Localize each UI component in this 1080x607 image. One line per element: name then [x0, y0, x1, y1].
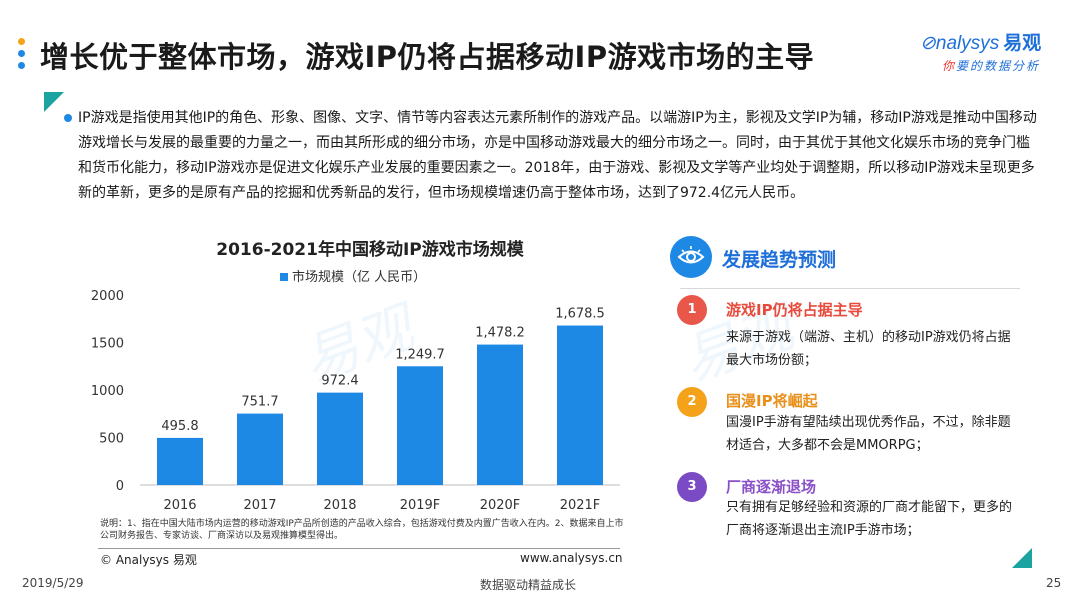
chart-bar [477, 344, 523, 485]
y-tick-label: 1500 [91, 337, 124, 352]
trend-body-1: 来源于游戏（端游、主机）的移动IP游戏仍将占据最大市场份额； [726, 330, 1011, 368]
legend-label: 市场规模（亿 人民币） [292, 270, 427, 285]
page-title: 增长优于整体市场，游戏IP仍将占据移动IP游戏市场的主导 [40, 40, 815, 74]
website-link[interactable]: www.analysys.cn [520, 551, 623, 565]
bar-value-label: 1,678.5 [555, 307, 605, 322]
bar-value-label: 1,249.7 [395, 347, 445, 362]
trend-number-2: 2 [677, 387, 707, 417]
page-number: 25 [1046, 576, 1062, 590]
chart-bar [317, 392, 363, 485]
x-tick-label: 2018 [323, 498, 356, 513]
logo-a-icon: ⊘ [920, 33, 936, 54]
eye-icon [670, 236, 712, 278]
bullet-icon [64, 114, 72, 122]
trend-body-3: 只有拥有足够经验和资源的厂商才能留下，更多的厂商将逐渐退出主流IP手游市场； [726, 500, 1013, 538]
chart-note: 说明：1、指在中国大陆市场内运营的移动游戏IP产品所创造的产品收入综合，包括游戏… [100, 519, 624, 541]
trend-body-2: 国漫IP手游有望陆续出现优秀作品，不过，除非题材适合，大多都不会是MMORPG； [726, 415, 1011, 453]
divider [680, 288, 1020, 289]
x-tick-label: 2019F [400, 498, 441, 513]
y-tick-label: 1000 [91, 384, 124, 399]
trend-head-2: 国漫IP将崛起 [726, 392, 818, 410]
trend-title: 发展趋势预测 [722, 249, 837, 271]
x-tick-label: 2020F [480, 498, 521, 513]
divider [98, 548, 620, 549]
logo-sub: 要的数据分析 [956, 59, 1041, 73]
bar-value-label: 972.4 [321, 374, 358, 389]
chart-bar [157, 437, 203, 485]
footer-date: 2019/5/29 [22, 576, 84, 590]
y-tick-label: 0 [116, 479, 124, 494]
footer-slogan: 数据驱动精益成长 [480, 578, 577, 592]
trend-number-3: 3 [677, 472, 707, 502]
intro-text: IP游戏是指使用其他IP的角色、形象、图像、文字、情节等内容表达元素所制作的游戏… [78, 110, 1037, 201]
trend-head-3: 厂商逐渐退场 [726, 478, 817, 496]
chart-title: 2016-2021年中国移动IP游戏市场规模 [216, 240, 524, 260]
trend-number-1: 1 [677, 295, 707, 325]
y-tick-label: 2000 [91, 289, 124, 304]
bar-value-label: 495.8 [161, 419, 198, 434]
chart-bar [397, 366, 443, 485]
chart-bar [557, 325, 603, 485]
chart-legend: 市场规模（亿 人民币） [280, 266, 426, 285]
corner-decoration [1012, 548, 1032, 568]
corner-decoration [44, 92, 64, 112]
legend-swatch [280, 273, 288, 281]
bar-value-label: 751.7 [241, 395, 278, 410]
title-dots-icon [18, 38, 28, 74]
copyright: © Analysys 易观 [100, 553, 197, 567]
logo-sub-red: 你 [942, 59, 957, 73]
analysys-logo: ⊘nalysys 易观 你要的数据分析 [920, 28, 1060, 74]
x-tick-label: 2017 [243, 498, 276, 513]
x-tick-label: 2021F [560, 498, 601, 513]
bar-value-label: 1,478.2 [475, 326, 525, 341]
x-tick-label: 2016 [163, 498, 196, 513]
logo-cn: 易观 [1003, 33, 1042, 54]
bar-chart: 0 500 1000 1500 2000 495.8 2016 751.7 2017 972.4 2… [91, 289, 620, 513]
chart-bar [237, 413, 283, 485]
y-tick-label: 500 [99, 432, 124, 447]
trend-head-1: 游戏IP仍将占据主导 [726, 301, 863, 319]
logo-en: nalysys [935, 33, 1000, 54]
intro-paragraph: IP游戏是指使用其他IP的角色、形象、图像、文字、情节等内容表达元素所制作的游戏… [64, 106, 1038, 206]
